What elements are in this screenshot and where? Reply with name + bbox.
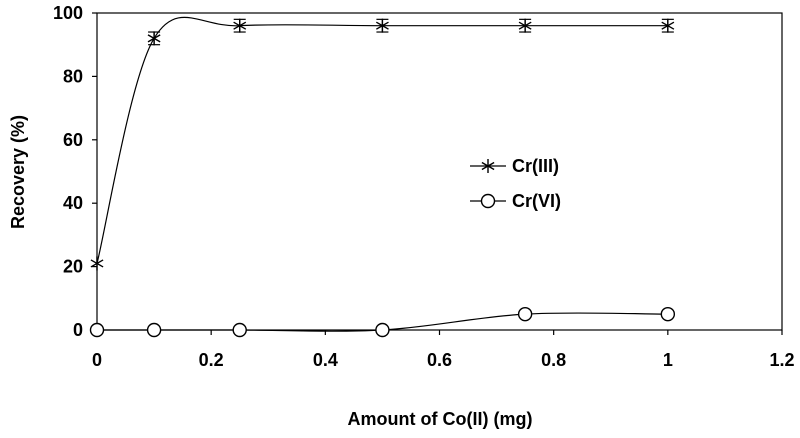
x-tick-label: 1.2 — [769, 350, 794, 370]
legend-marker — [481, 159, 495, 173]
legend-marker — [480, 193, 496, 209]
data-point — [661, 18, 675, 33]
x-tick-label: 1 — [663, 350, 673, 370]
y-tick-label: 80 — [63, 66, 83, 86]
data-point — [146, 322, 162, 338]
data-point — [517, 306, 533, 322]
data-point — [89, 322, 105, 338]
y-axis-title: Recovery (%) — [8, 115, 28, 229]
y-tick-label: 40 — [63, 193, 83, 213]
legend: Cr(III) Cr(VI) — [470, 156, 561, 211]
data-point — [90, 256, 104, 271]
x-tick-label: 0.6 — [427, 350, 452, 370]
x-tick-label: 0.4 — [313, 350, 338, 370]
y-tick-label: 100 — [53, 3, 83, 23]
series-cr-iii — [90, 16, 675, 271]
x-tick-label: 0 — [92, 350, 102, 370]
x-axis-title: Amount of Co(II) (mg) — [348, 409, 533, 429]
data-point — [518, 18, 532, 33]
y-tick-label: 0 — [73, 320, 83, 340]
y-tick-label: 60 — [63, 130, 83, 150]
data-point — [375, 18, 389, 33]
plot-area-frame — [96, 12, 783, 331]
data-point — [147, 31, 161, 46]
data-point — [375, 322, 390, 338]
data-point — [660, 306, 676, 322]
x-tick-label: 0.8 — [541, 350, 566, 370]
series-cr-vi — [89, 306, 676, 338]
y-tick-label: 20 — [63, 257, 83, 277]
legend-label: Cr(III) — [512, 156, 559, 176]
x-tick-label: 0.2 — [199, 350, 224, 370]
data-point — [233, 18, 247, 33]
data-point — [232, 322, 247, 338]
legend-label: Cr(VI) — [512, 191, 561, 211]
series-line — [96, 16, 668, 264]
